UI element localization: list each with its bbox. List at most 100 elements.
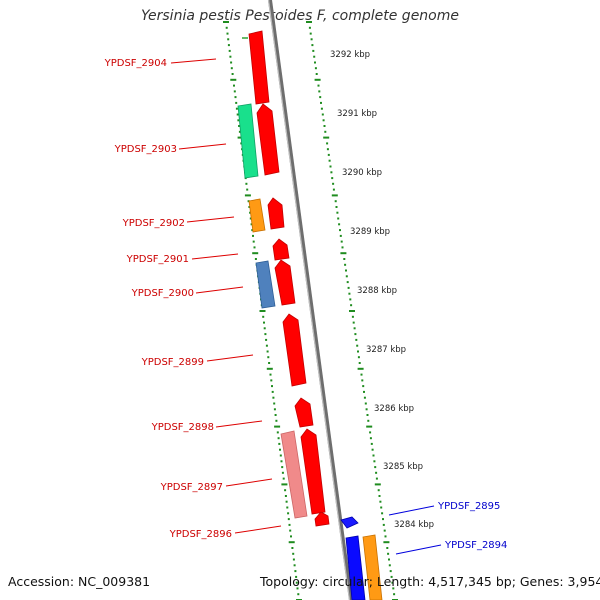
minor-tick [253, 246, 256, 249]
minor-tick [231, 73, 234, 75]
gene-label[interactable]: YPDSF_2899 [141, 357, 204, 368]
minor-tick [393, 593, 396, 596]
gene-ypdsf-2900[interactable] [274, 259, 296, 306]
minor-tick [321, 113, 324, 116]
gene-label[interactable]: YPDSF_2894 [444, 540, 507, 551]
scale-label: 3291 kbp [337, 109, 377, 119]
minor-tick [252, 240, 255, 243]
minor-tick [314, 67, 317, 70]
major-tick [383, 541, 390, 544]
gene-label[interactable]: YPDSF_2902 [122, 218, 185, 229]
gene-ypdsf-2899[interactable] [282, 313, 307, 387]
minor-tick [382, 523, 385, 526]
minor-tick [366, 414, 369, 416]
minor-tick [235, 101, 238, 104]
minor-tick [384, 535, 387, 538]
gene-label[interactable]: YPDSF_2898 [151, 422, 214, 433]
minor-tick [377, 489, 380, 492]
minor-tick [341, 246, 344, 249]
minor-tick [308, 26, 311, 29]
major-tick [252, 252, 259, 255]
minor-tick [233, 84, 235, 87]
scale-label: 3284 kbp [394, 520, 434, 530]
minor-tick [287, 512, 290, 515]
minor-tick [373, 460, 376, 463]
minor-tick [345, 275, 348, 278]
minor-tick [275, 419, 278, 422]
minor-tick [235, 107, 238, 110]
minor-tick [267, 356, 270, 359]
gene-label[interactable]: YPDSF_2897 [160, 482, 223, 493]
gene-ypdsf-2898[interactable] [294, 397, 314, 428]
minor-tick [323, 125, 326, 127]
top-marker [242, 37, 248, 39]
minor-tick [250, 223, 253, 226]
minor-tick [282, 477, 285, 480]
major-tick [331, 194, 338, 197]
minor-tick [352, 321, 355, 324]
gene-label[interactable]: YPDSF_2903 [114, 144, 177, 155]
gene-ypdsf-2897-pseudo[interactable] [280, 430, 308, 519]
minor-tick [330, 171, 333, 174]
minor-tick [391, 581, 394, 584]
minor-tick [357, 356, 360, 359]
gene-ypdsf-2896[interactable] [314, 511, 330, 527]
minor-tick [272, 396, 275, 399]
major-tick [230, 78, 237, 81]
gene-ypdsf-2903[interactable] [256, 103, 280, 176]
gene-ypdsf-2902-misc[interactable] [248, 198, 266, 233]
major-tick [306, 21, 312, 23]
minor-tick [332, 188, 335, 191]
gene-label[interactable]: YPDSF_2904 [104, 58, 167, 69]
gene-ypdsf-2895[interactable] [340, 516, 359, 529]
gene-label[interactable]: YPDSF_2896 [169, 529, 232, 540]
minor-tick [356, 344, 359, 347]
minor-tick [345, 269, 347, 272]
minor-tick [346, 281, 349, 284]
minor-tick [361, 379, 364, 382]
gene-ypdsf-2894-misc[interactable] [362, 534, 383, 600]
minor-tick [269, 373, 272, 376]
major-tick [237, 136, 244, 139]
minor-tick [264, 333, 267, 336]
minor-tick [249, 217, 252, 220]
gene-label[interactable]: YPDSF_2895 [437, 501, 500, 512]
minor-tick [265, 344, 268, 347]
gene-ypdsf-2894[interactable] [345, 535, 366, 600]
minor-tick [273, 408, 276, 411]
minor-tick [294, 570, 297, 573]
minor-tick [318, 90, 321, 93]
gene-ypdsf-2903-rna[interactable] [237, 103, 259, 179]
minor-tick [245, 182, 248, 185]
minor-tick [309, 32, 312, 35]
minor-tick [234, 96, 237, 99]
minor-tick [238, 130, 241, 133]
gene-ypdsf-2900-misc[interactable] [255, 260, 276, 309]
gene-ypdsf-2904[interactable] [248, 30, 270, 105]
gene-ypdsf-2897[interactable] [300, 428, 326, 515]
minor-tick [328, 159, 331, 162]
minor-tick [390, 575, 393, 578]
minor-tick [238, 125, 241, 127]
minor-tick [374, 466, 377, 469]
scale-label: 3285 kbp [383, 462, 423, 472]
minor-tick [388, 564, 391, 567]
major-tick [357, 367, 364, 370]
minor-tick [280, 460, 283, 463]
minor-tick [358, 362, 361, 364]
minor-tick [365, 408, 368, 411]
minor-tick [350, 304, 353, 307]
minor-tick [270, 379, 273, 382]
minor-tick [324, 130, 327, 133]
minor-tick [355, 338, 358, 341]
gene-ypdsf-2902[interactable] [267, 197, 285, 230]
gene-label[interactable]: YPDSF_2900 [131, 288, 194, 299]
minor-tick [372, 454, 375, 457]
minor-tick [386, 547, 389, 549]
minor-tick [375, 477, 378, 480]
gene-ypdsf-2901[interactable] [272, 238, 290, 261]
gene-label[interactable]: YPDSF_2901 [126, 254, 189, 265]
minor-tick [295, 581, 298, 584]
major-tick [281, 483, 288, 486]
accession-text: Accession: NC_009381 [8, 574, 151, 589]
